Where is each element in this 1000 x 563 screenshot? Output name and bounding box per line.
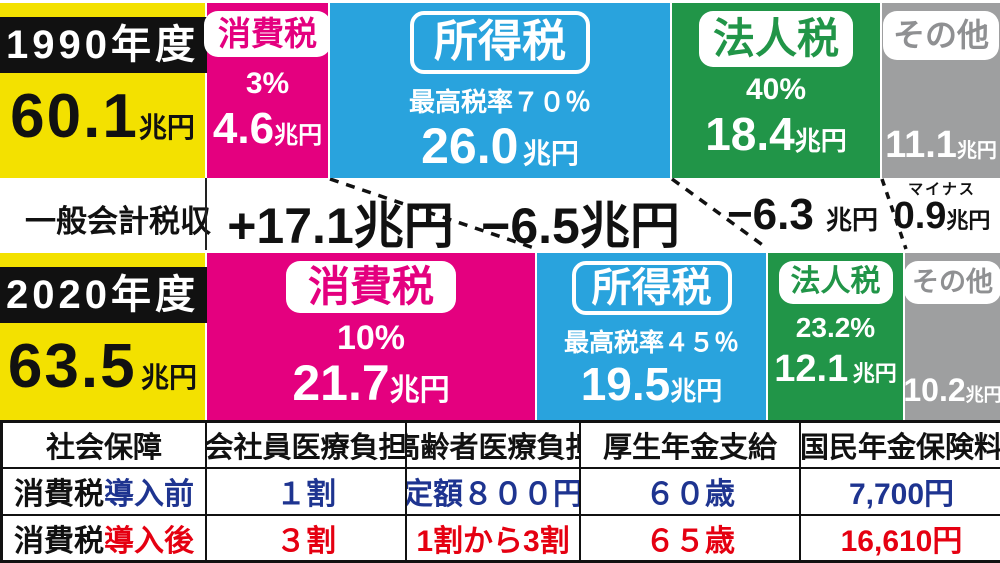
cell-before-elderly-medical: 定額８００円 bbox=[407, 469, 579, 514]
cell-after-elderly-medical: 1割から3割 bbox=[407, 515, 579, 560]
delta-income: −6.5兆円 bbox=[481, 198, 680, 254]
consumption-tax-value: 21.7兆円 bbox=[292, 355, 450, 412]
shift-dashed-lines bbox=[329, 178, 908, 250]
consumption-tax-rate: 10% bbox=[336, 319, 406, 358]
block-2020-other: その他 10.2兆円 bbox=[903, 253, 1000, 420]
corporate-tax-badge: 法人税 bbox=[778, 261, 893, 304]
mid-divider bbox=[205, 178, 207, 250]
block-1990-total: 1990年度 60.1兆円 bbox=[0, 3, 213, 178]
income-tax-rate: 最高税率４５％ bbox=[563, 329, 739, 357]
cell-after-pension-premium: 16,610円 bbox=[801, 515, 1000, 560]
block-1990-corporate-tax: 法人税 40% 18.4兆円 bbox=[672, 3, 880, 178]
cell-after-employee-medical: ３割 bbox=[207, 515, 405, 560]
cell-before-pension-premium: 7,700円 bbox=[801, 469, 1000, 514]
consumption-tax-badge: 消費税 bbox=[204, 11, 331, 57]
cell-before-employee-medical: １割 bbox=[207, 469, 405, 514]
income-tax-value: 19.5兆円 bbox=[580, 358, 723, 410]
other-value: 10.2兆円 bbox=[903, 372, 1000, 408]
corporate-tax-value: 18.4兆円 bbox=[705, 108, 847, 161]
general-account-label: 一般会計税収 bbox=[25, 204, 211, 239]
block-2020-consumption-tax: 消費税 10% 21.7兆円 bbox=[207, 253, 535, 420]
corporate-tax-rate: 23.2% bbox=[795, 311, 876, 343]
total-2020: 63.5 兆円 bbox=[7, 332, 198, 401]
corporate-tax-badge: 法人税 bbox=[698, 11, 853, 68]
table-header-social-security: 社会保障 bbox=[3, 423, 205, 468]
total-1990: 60.1兆円 bbox=[10, 82, 195, 151]
band-2020: 2020年度 63.5 兆円 消費税 10% 21.7兆円 所得税 最高税率４５… bbox=[0, 250, 1000, 420]
cell-after-pension-age: ６５歳 bbox=[581, 515, 799, 560]
table-header-elderly-medical: 高齢者医療負担 bbox=[407, 423, 579, 468]
row-label-before: 消費税 導入前 bbox=[3, 469, 205, 514]
block-1990-consumption-tax: 消費税 3% 4.6兆円 bbox=[204, 3, 331, 178]
block-2020-income-tax: 所得税 最高税率４５％ 19.5兆円 bbox=[537, 253, 766, 420]
other-badge: その他 bbox=[882, 11, 999, 60]
cell-before-pension-age: ６０歳 bbox=[581, 469, 799, 514]
block-1990-other: その他 11.1兆円 bbox=[882, 3, 1000, 178]
income-tax-rate: 最高税率７０％ bbox=[408, 86, 591, 117]
table-header-pension-age: 厚生年金支給 bbox=[581, 423, 799, 468]
band-deltas: 一般会計税収 +17.1兆円 −6.5兆円 −6.3 兆円 マイナス 0.9兆円 bbox=[0, 178, 1000, 254]
delta-consumption: +17.1兆円 bbox=[227, 198, 454, 254]
year-label-2020: 2020年度 bbox=[0, 267, 213, 323]
income-tax-badge: 所得税 bbox=[410, 11, 590, 74]
row-label-after: 消費税 導入後 bbox=[3, 515, 205, 560]
corporate-tax-value: 12.1 兆円 bbox=[774, 347, 897, 390]
block-2020-corporate-tax: 法人税 23.2% 12.1 兆円 bbox=[768, 253, 903, 420]
delta-corporate: −6.3 兆円 bbox=[726, 190, 879, 239]
table-header-pension-premium: 国民年金保険料 bbox=[801, 423, 1000, 468]
consumption-tax-badge: 消費税 bbox=[285, 261, 456, 314]
band-1990: 1990年度 60.1兆円 消費税 3% 4.6兆円 所得税 最高税率７０％ 2… bbox=[0, 0, 1000, 178]
table-header-employee-medical: 会社員医療負担 bbox=[207, 423, 405, 468]
other-badge: その他 bbox=[904, 261, 1000, 305]
block-1990-income-tax: 所得税 最高税率７０％ 26.0 兆円 bbox=[330, 3, 670, 178]
income-tax-badge: 所得税 bbox=[571, 261, 732, 315]
income-tax-value: 26.0 兆円 bbox=[421, 117, 579, 174]
other-value: 11.1兆円 bbox=[885, 124, 997, 166]
block-2020-total: 2020年度 63.5 兆円 bbox=[0, 253, 213, 420]
corporate-tax-rate: 40% bbox=[745, 73, 807, 107]
consumption-tax-value: 4.6兆円 bbox=[212, 103, 323, 153]
year-label-1990: 1990年度 bbox=[0, 17, 213, 73]
consumption-tax-rate: 3% bbox=[245, 66, 290, 100]
delta-other: マイナス 0.9兆円 bbox=[893, 181, 991, 237]
social-security-table: 社会保障 会社員医療負担 高齢者医療負担 厚生年金支給 国民年金保険料 消費税導… bbox=[0, 420, 1000, 563]
